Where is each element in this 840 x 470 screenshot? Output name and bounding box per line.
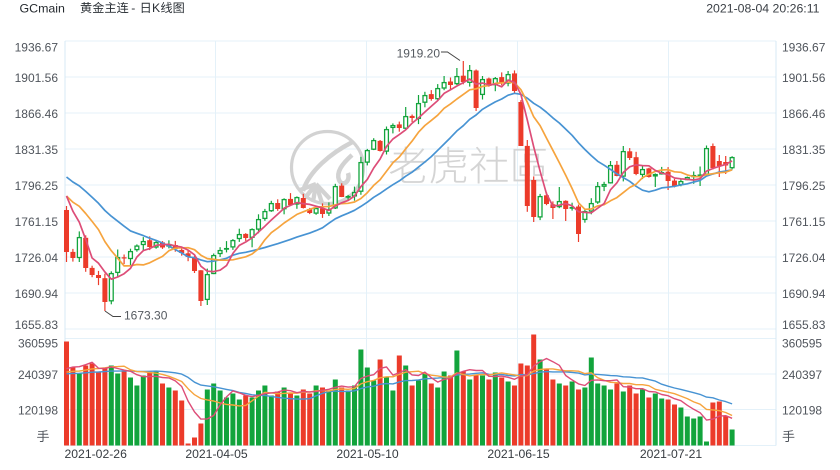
svg-text:K: K: [152, 1, 160, 15]
svg-text:1761.15: 1761.15: [15, 215, 59, 229]
svg-text:1726.04: 1726.04: [15, 251, 59, 265]
svg-text:1866.46: 1866.46: [782, 107, 826, 121]
svg-text:GCmain: GCmain: [20, 2, 66, 16]
svg-text:1726.04: 1726.04: [782, 251, 826, 265]
svg-text:1901.56: 1901.56: [782, 71, 826, 85]
svg-text:1831.35: 1831.35: [782, 143, 826, 157]
svg-text:2021-06-15: 2021-06-15: [487, 447, 550, 461]
svg-text:1866.46: 1866.46: [15, 107, 59, 121]
svg-text:120198: 120198: [782, 404, 822, 418]
svg-text:2021-08-04 20:26:11: 2021-08-04 20:26:11: [706, 2, 819, 16]
svg-text:1796.25: 1796.25: [782, 179, 826, 193]
svg-text:240397: 240397: [18, 368, 58, 382]
svg-text:1655.83: 1655.83: [15, 318, 59, 332]
svg-text:1655.83: 1655.83: [782, 318, 826, 332]
svg-text:2021-05-10: 2021-05-10: [336, 447, 399, 461]
svg-text:360595: 360595: [18, 337, 58, 351]
svg-text:1936.67: 1936.67: [15, 40, 59, 54]
svg-text:2021-07-21: 2021-07-21: [640, 447, 703, 461]
svg-text:1690.94: 1690.94: [15, 287, 59, 301]
svg-text:120198: 120198: [18, 404, 58, 418]
svg-text:1761.15: 1761.15: [782, 215, 826, 229]
svg-text:2021-04-05: 2021-04-05: [185, 447, 248, 461]
svg-text:360595: 360595: [782, 337, 822, 351]
svg-text:1673.30: 1673.30: [124, 309, 168, 323]
svg-text:1690.94: 1690.94: [782, 287, 826, 301]
svg-text:2021-02-26: 2021-02-26: [65, 447, 128, 461]
svg-text:1796.25: 1796.25: [15, 179, 59, 193]
svg-text:1901.56: 1901.56: [15, 71, 59, 85]
svg-text:1919.20: 1919.20: [397, 46, 441, 60]
svg-text:1936.67: 1936.67: [782, 40, 826, 54]
svg-text:-: -: [131, 1, 135, 15]
svg-text:1831.35: 1831.35: [15, 143, 59, 157]
svg-text:240397: 240397: [782, 368, 822, 382]
